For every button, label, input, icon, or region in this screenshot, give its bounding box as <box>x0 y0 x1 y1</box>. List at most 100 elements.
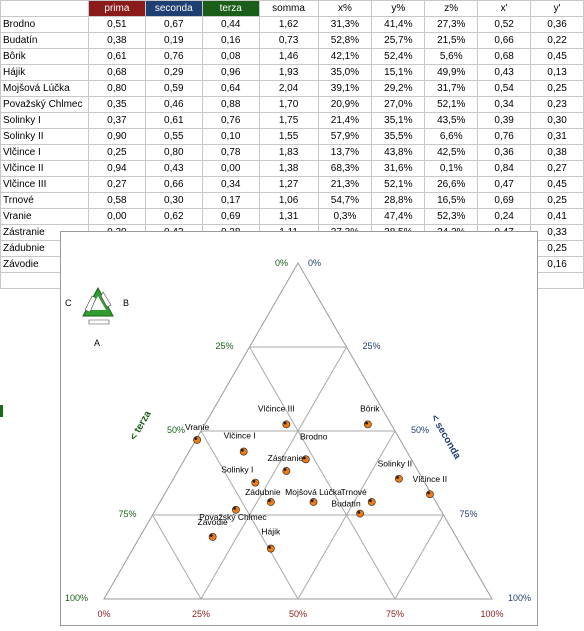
table-cell[interactable]: 0,19 <box>144 32 203 49</box>
table-cell[interactable]: 0,39 <box>477 112 532 129</box>
table-cell[interactable]: 0,41 <box>530 208 584 225</box>
table-cell[interactable]: 31,7% <box>424 80 479 97</box>
table-cell[interactable]: 0,31 <box>530 128 584 145</box>
site-name-cell[interactable]: Hájik <box>0 64 89 81</box>
table-cell[interactable]: 25,7% <box>371 32 426 49</box>
data-point[interactable] <box>266 544 275 553</box>
table-cell[interactable]: 35,1% <box>371 112 426 129</box>
table-cell[interactable]: 0,45 <box>530 48 584 65</box>
column-header[interactable]: somma <box>258 0 319 17</box>
table-cell[interactable]: 0,78 <box>201 144 260 161</box>
table-cell[interactable]: 1,27 <box>258 176 319 193</box>
table-cell[interactable]: 49,9% <box>424 64 479 81</box>
table-cell[interactable]: 21,5% <box>424 32 479 49</box>
table-cell[interactable]: 0,27 <box>530 160 584 177</box>
table-cell[interactable]: 0,88 <box>201 96 260 113</box>
table-cell[interactable]: 0,96 <box>201 64 260 81</box>
table-cell[interactable]: 0,10 <box>201 128 260 145</box>
table-cell[interactable]: 5,6% <box>424 48 479 65</box>
table-cell[interactable]: 0,33 <box>530 224 584 241</box>
table-cell[interactable]: 0,25 <box>87 144 146 161</box>
data-point[interactable] <box>282 467 291 475</box>
table-cell[interactable]: 0,00 <box>87 208 146 225</box>
data-point[interactable] <box>301 455 310 464</box>
table-cell[interactable]: 0,69 <box>201 208 260 225</box>
table-cell[interactable]: 35,0% <box>317 64 373 81</box>
table-cell[interactable]: 0,38 <box>530 144 584 161</box>
data-point[interactable] <box>239 447 248 456</box>
table-cell[interactable]: 0,46 <box>144 96 203 113</box>
table-cell[interactable]: 0,61 <box>144 112 203 129</box>
table-cell[interactable]: 52,3% <box>424 208 479 225</box>
table-cell[interactable]: 13,7% <box>317 144 373 161</box>
table-cell[interactable]: 1,38 <box>258 160 319 177</box>
column-header[interactable]: x' <box>477 0 532 17</box>
table-cell[interactable]: 0,73 <box>258 32 319 49</box>
table-cell[interactable]: 0,64 <box>201 80 260 97</box>
table-cell[interactable]: 21,3% <box>317 176 373 193</box>
table-cell[interactable]: 1,06 <box>258 192 319 209</box>
table-cell[interactable]: 0,76 <box>201 112 260 129</box>
table-cell[interactable]: 42,1% <box>317 48 373 65</box>
table-cell[interactable]: 0,36 <box>477 144 532 161</box>
table-cell[interactable]: 0,62 <box>144 208 203 225</box>
table-cell[interactable]: 0,61 <box>87 48 146 65</box>
table-cell[interactable]: 43,8% <box>371 144 426 161</box>
table-cell[interactable]: 0,17 <box>201 192 260 209</box>
table-cell[interactable]: 31,6% <box>371 160 426 177</box>
table-cell[interactable]: 0,76 <box>144 48 203 65</box>
column-header[interactable]: z% <box>424 0 479 17</box>
table-cell[interactable]: 0,55 <box>144 128 203 145</box>
table-cell[interactable]: 0,84 <box>477 160 532 177</box>
table-cell[interactable]: 0,30 <box>144 192 203 209</box>
column-header[interactable]: prima <box>87 0 146 17</box>
site-name-cell[interactable]: Bôrik <box>0 48 89 65</box>
table-cell[interactable]: 0,37 <box>87 112 146 129</box>
table-cell[interactable]: 0,34 <box>477 96 532 113</box>
table-cell[interactable]: 0,35 <box>87 96 146 113</box>
table-cell[interactable]: 54,7% <box>317 192 373 209</box>
table-cell[interactable]: 1,70 <box>258 96 319 113</box>
site-name-cell[interactable]: Brodno <box>0 16 89 33</box>
table-cell[interactable]: 0,43 <box>144 160 203 177</box>
table-cell[interactable]: 0,51 <box>87 16 146 33</box>
column-header[interactable] <box>0 0 89 17</box>
table-cell[interactable]: 0,00 <box>201 160 260 177</box>
table-cell[interactable]: 1,83 <box>258 144 319 161</box>
table-cell[interactable]: 1,62 <box>258 16 319 33</box>
table-cell[interactable]: 0,27 <box>87 176 146 193</box>
site-name-cell[interactable]: Vlčince II <box>0 160 89 177</box>
table-cell[interactable]: 0,76 <box>477 128 532 145</box>
table-cell[interactable]: 0,23 <box>530 96 584 113</box>
table-cell[interactable]: 29,2% <box>371 80 426 97</box>
data-point[interactable] <box>394 474 403 483</box>
table-cell[interactable]: 27,3% <box>424 16 479 33</box>
site-name-cell[interactable]: Budatín <box>0 32 89 49</box>
table-cell[interactable]: 0,25 <box>530 80 584 97</box>
table-cell[interactable]: 0,25 <box>530 192 584 209</box>
table-cell[interactable]: 52,8% <box>317 32 373 49</box>
site-name-cell[interactable]: Vranie <box>0 208 89 225</box>
table-cell[interactable]: 0,3% <box>317 208 373 225</box>
table-cell[interactable]: 31,3% <box>317 16 373 33</box>
table-cell[interactable]: 0,38 <box>87 32 146 49</box>
table-cell[interactable]: 57,9% <box>317 128 373 145</box>
table-cell[interactable]: 0,45 <box>530 176 584 193</box>
table-cell[interactable]: 26,6% <box>424 176 479 193</box>
data-point[interactable] <box>367 498 376 506</box>
table-cell[interactable]: 0,29 <box>144 64 203 81</box>
table-cell[interactable]: 52,1% <box>424 96 479 113</box>
site-name-cell[interactable]: Vlčince III <box>0 176 89 193</box>
table-cell[interactable]: 1,75 <box>258 112 319 129</box>
data-point[interactable] <box>356 509 364 518</box>
data-point[interactable] <box>266 498 275 506</box>
table-cell[interactable]: 0,08 <box>201 48 260 65</box>
site-name-cell[interactable]: Solinky I <box>0 112 89 129</box>
column-header[interactable]: x% <box>317 0 373 17</box>
table-cell[interactable]: 47,4% <box>371 208 426 225</box>
table-cell[interactable]: 0,80 <box>87 80 146 97</box>
table-cell[interactable]: 28,8% <box>371 192 426 209</box>
table-cell[interactable]: 43,5% <box>424 112 479 129</box>
column-header[interactable]: y' <box>530 0 584 17</box>
site-name-cell[interactable]: Vlčince I <box>0 144 89 161</box>
